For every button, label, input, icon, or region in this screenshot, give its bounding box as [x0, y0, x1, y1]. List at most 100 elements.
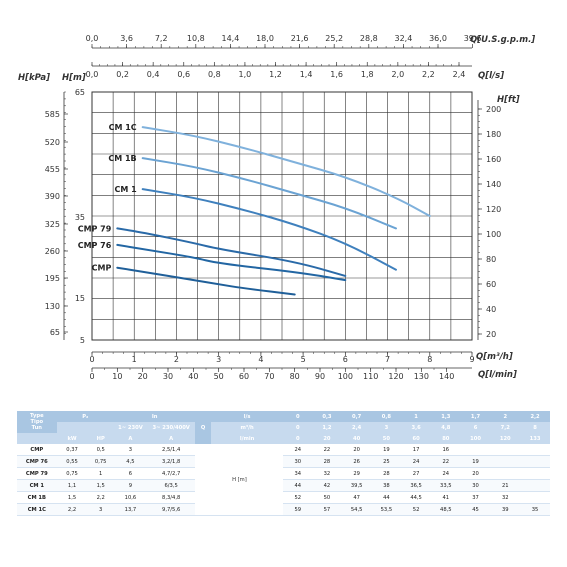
head-value-cell: 47 [341, 491, 372, 504]
head-value-cell [520, 467, 550, 480]
usgpm-tick-label: 21,6 [291, 34, 309, 43]
kpa-tick-label: 65 [50, 328, 60, 337]
curve-cm-1c [141, 126, 431, 217]
head-value-cell: 39,5 [341, 479, 372, 492]
head-value-cell: 32 [490, 491, 521, 504]
usgpm-tick-label: 10,8 [187, 34, 205, 43]
ft-tick-label: 60 [486, 280, 496, 289]
head-value-cell: 24 [430, 467, 461, 480]
head-value-cell: 34 [283, 467, 313, 480]
head-value-cell: 30 [460, 479, 491, 492]
curve-label-cm-1c: CM 1C [109, 123, 137, 132]
lmin-tick-label: 60 [239, 372, 249, 381]
hm-tick-label: 5 [80, 336, 85, 345]
flow-m3h-cell: 6 [460, 422, 491, 433]
head-value-cell: 32 [312, 467, 342, 480]
ft-tick-label: 140 [486, 180, 501, 189]
table-header-row-1: Type Tipo Tun P₂ In Q l/s 0 0,3 0,7 0,8 1 1,3… [17, 411, 550, 444]
head-label-cell: H [m] [195, 444, 284, 516]
m3h-tick-label: 8 [427, 355, 432, 364]
ls-tick-label: 2,2 [422, 70, 435, 79]
head-value-cell: 27 [401, 467, 431, 480]
usgpm-tick-label: 3,6 [120, 34, 133, 43]
head-value-cell: 21 [490, 479, 521, 492]
head-value-cell: 28 [312, 455, 342, 468]
head-value-cell [520, 455, 550, 468]
usgpm-tick-label: 39,6 [464, 34, 482, 43]
kw-cell: 1,1 [56, 479, 88, 492]
head-value-cell: 24 [283, 444, 313, 456]
curve-cm-1b [141, 157, 397, 230]
hm-tick-label: 15 [75, 294, 85, 303]
head-value-cell: 19 [460, 455, 491, 468]
lmin-tick-label: 130 [414, 372, 429, 381]
plot-frame [91, 91, 473, 341]
m3h-tick-label: 1 [132, 355, 137, 364]
in3-cell: 9,7/5,6 [146, 503, 196, 516]
m3h-tick-label: 9 [469, 355, 474, 364]
curve-label-cmp-76: CMP 76 [78, 241, 112, 250]
head-value-cell: 20 [341, 444, 372, 456]
pump-type-cell: CMP [17, 444, 57, 456]
head-value-cell: 20 [460, 467, 491, 480]
lmin-tick-label: 110 [363, 372, 378, 381]
flow-lmin-unit: l/min [210, 433, 284, 444]
hm-tick-label: 65 [75, 88, 85, 97]
table-row: CMP 79 0,75 1 6 4,7/2,7 34 32 29 28 27 24 20 [17, 467, 550, 480]
flow-lmin-cell: 100 [460, 433, 491, 444]
flow-ls-cell: 1,7 [460, 411, 491, 422]
in3-cell: 2,5/1,4 [146, 444, 196, 456]
m3h-tick-label: 3 [216, 355, 221, 364]
head-value-cell: 24 [401, 455, 431, 468]
table-header-row-2: 1~ 230V 3~ 230/400V m³/h 0 1,2 2,4 3 3,6 4,8 6… [17, 422, 550, 433]
flow-lmin-cell: 50 [371, 433, 402, 444]
head-value-cell: 48,5 [430, 503, 461, 516]
flow-ls-cell: 0,3 [312, 411, 342, 422]
head-value-cell: 38 [371, 479, 402, 492]
head-value-cell [460, 444, 491, 456]
chart-curves [116, 126, 431, 296]
kpa-tick-label: 195 [45, 274, 60, 283]
in3-cell: 4,7/2,7 [146, 467, 196, 480]
kw-cell: 0,37 [56, 444, 88, 456]
kw-cell: 0,75 [56, 467, 88, 480]
ft-axis-title: H[ft] [497, 95, 520, 105]
flow-ls-cell: 1 [401, 411, 431, 422]
head-value-cell: 53,5 [371, 503, 402, 516]
hm-tick-label: 35 [75, 213, 85, 222]
kpa-tick-label: 130 [45, 302, 60, 311]
ls-tick-label: 1,6 [330, 70, 343, 79]
hm-axis-title: H[m] [62, 73, 86, 83]
head-value-cell: 17 [401, 444, 431, 456]
in1-cell: 6 [113, 467, 147, 480]
kpa-tick-label: 390 [45, 192, 60, 201]
flow-lmin-cell: 40 [341, 433, 372, 444]
lmin-tick-label: 80 [290, 372, 300, 381]
m3h-tick-label: 5 [301, 355, 306, 364]
flow-lmin-cell: 60 [401, 433, 431, 444]
lmin-tick-label: 10 [112, 372, 122, 381]
table-row: CMP 0,37 0,5 3 2,5/1,4 H [m] 24 22 20 19 17 16 [17, 444, 550, 516]
head-value-cell: 41 [430, 491, 461, 504]
flow-lmin-cell: 133 [520, 433, 550, 444]
flow-m3h-cell: 3,6 [401, 422, 431, 433]
ft-tick-label: 100 [486, 230, 501, 239]
flow-ls-cell: 0,8 [371, 411, 402, 422]
m3h-tick-label: 6 [343, 355, 348, 364]
m3h-tick-label: 7 [385, 355, 390, 364]
p2-sub-header [56, 422, 114, 433]
ft-tick-label: 40 [486, 305, 496, 314]
head-value-cell: 19 [371, 444, 402, 456]
usgpm-axis-title: Q[U.S.g.p.m.] [470, 35, 535, 45]
usgpm-tick-label: 25,2 [325, 34, 343, 43]
flow-m3h-unit: m³/h [210, 422, 284, 433]
in-header: In [113, 411, 196, 422]
in1-cell: 4,5 [113, 455, 147, 468]
usgpm-tick-label: 18,0 [256, 34, 274, 43]
table-header-row-3: kW HP A A l/min 0 20 40 50 60 80 100 120 133 [17, 433, 550, 444]
kpa-tick-label: 260 [45, 247, 60, 256]
kw-cell: 1,5 [56, 491, 88, 504]
head-value-cell: 54,5 [341, 503, 372, 516]
flow-ls-cell: 0 [283, 411, 313, 422]
flow-lmin-cell: 0 [283, 433, 313, 444]
